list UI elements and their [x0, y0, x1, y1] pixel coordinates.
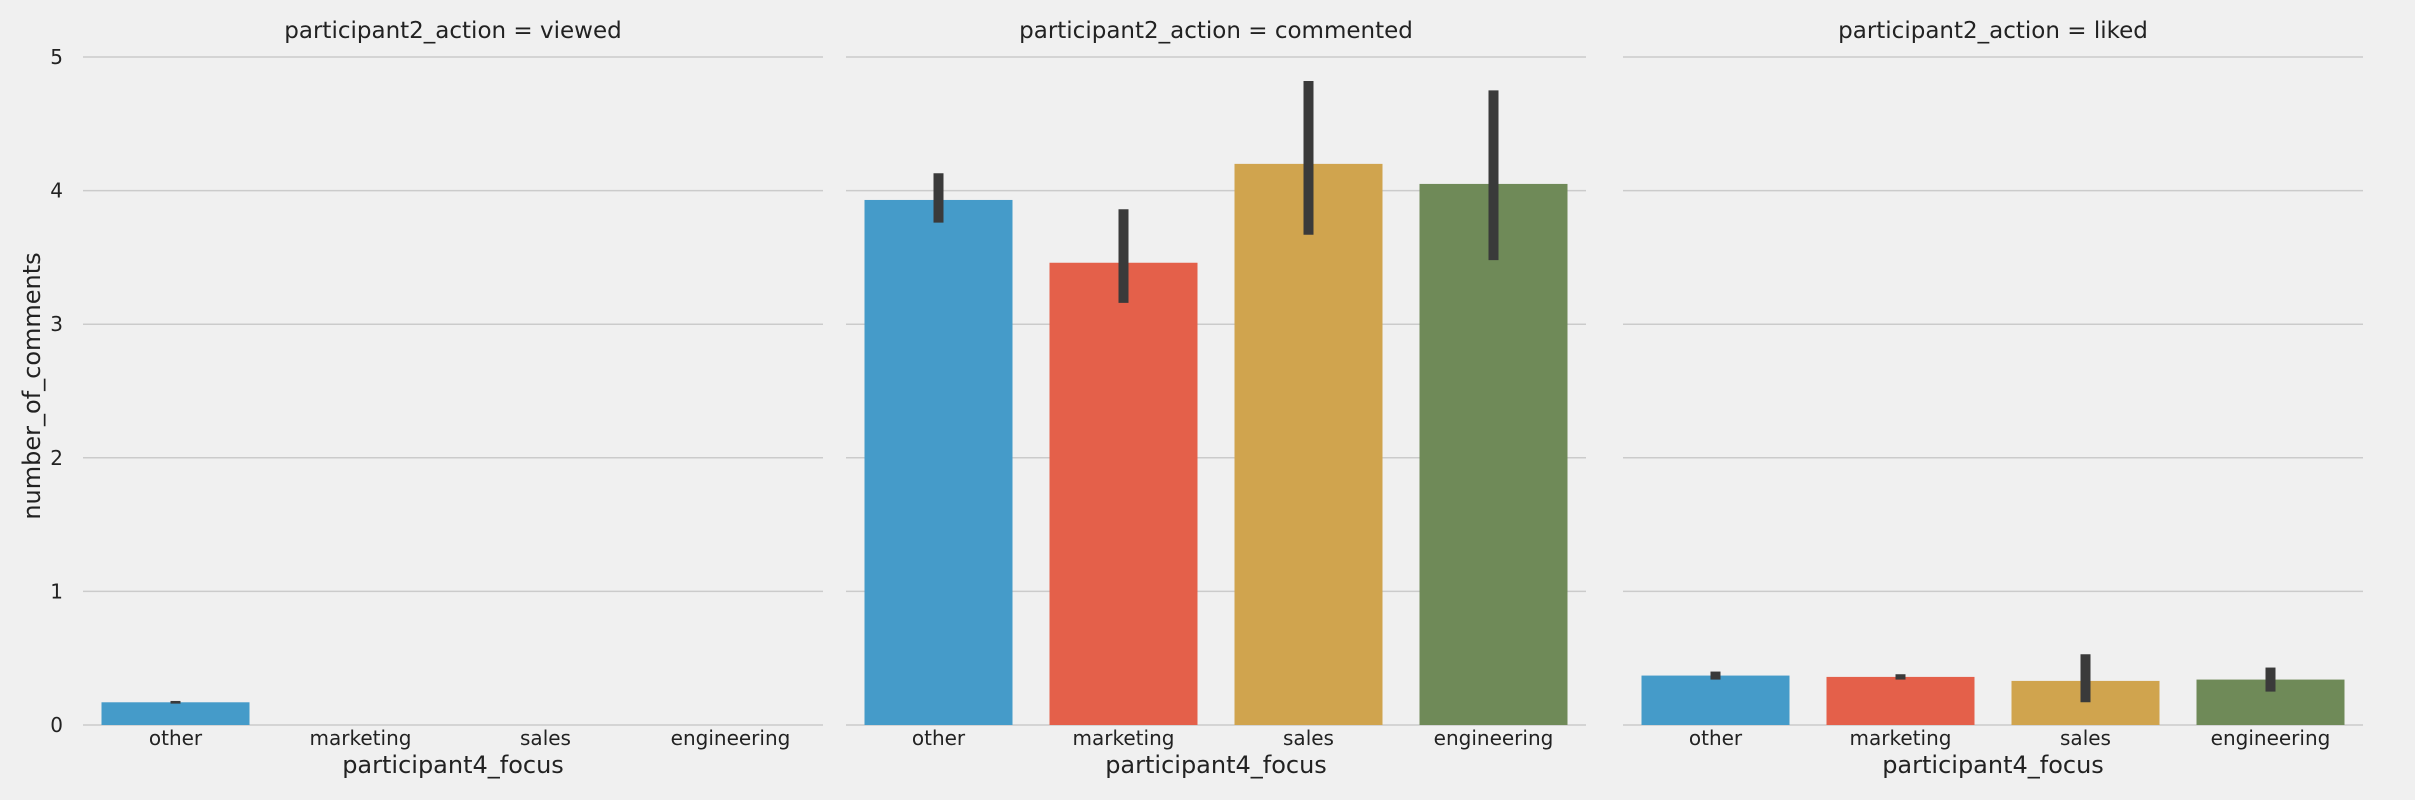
- facet-title: participant2_action = liked: [1838, 18, 2148, 44]
- y-tick-label: 1: [50, 579, 63, 603]
- bar-marketing: [1049, 262, 1198, 725]
- x-tick-label: sales: [2060, 726, 2111, 750]
- y-tick-label: 2: [50, 446, 63, 470]
- bar-sales: [1234, 163, 1383, 725]
- y-tick-label: 0: [50, 713, 63, 737]
- y-tick-label: 4: [50, 179, 63, 203]
- y-axis-label: number_of_comments: [18, 252, 46, 519]
- x-axis-label: participant4_focus: [342, 751, 564, 779]
- x-tick-label: marketing: [1850, 726, 1952, 750]
- bar-other: [1641, 675, 1790, 725]
- facet-panel-2: participant2_action = liked other marketin…: [1623, 18, 2363, 779]
- x-tick-label: sales: [1283, 726, 1334, 750]
- x-tick-label: engineering: [2211, 726, 2331, 750]
- bar-other: [864, 199, 1013, 725]
- x-tick-label: other: [149, 726, 203, 750]
- x-tick-label: sales: [520, 726, 571, 750]
- y-tick-label: 3: [50, 312, 63, 336]
- x-axis-label: participant4_focus: [1105, 751, 1327, 779]
- bar-marketing: [1826, 676, 1975, 725]
- bar-other: [101, 702, 250, 725]
- facet-title: participant2_action = viewed: [284, 18, 621, 44]
- x-tick-label: marketing: [1073, 726, 1175, 750]
- x-tick-label: marketing: [310, 726, 412, 750]
- y-tick-label: 5: [50, 45, 63, 69]
- x-axis-label: participant4_focus: [1882, 751, 2104, 779]
- x-tick-label: engineering: [671, 726, 791, 750]
- x-tick-label: other: [912, 726, 966, 750]
- bar-engineering: [1419, 183, 1568, 726]
- x-tick-label: other: [1689, 726, 1743, 750]
- facet-panel-1: participant2_action = commented other mark…: [846, 18, 1586, 779]
- facet-panel-0: 0 1 2 3 4 5 participant2_action = viewed other m…: [50, 18, 823, 779]
- facet-title: participant2_action = commented: [1019, 18, 1413, 44]
- x-tick-label: engineering: [1434, 726, 1554, 750]
